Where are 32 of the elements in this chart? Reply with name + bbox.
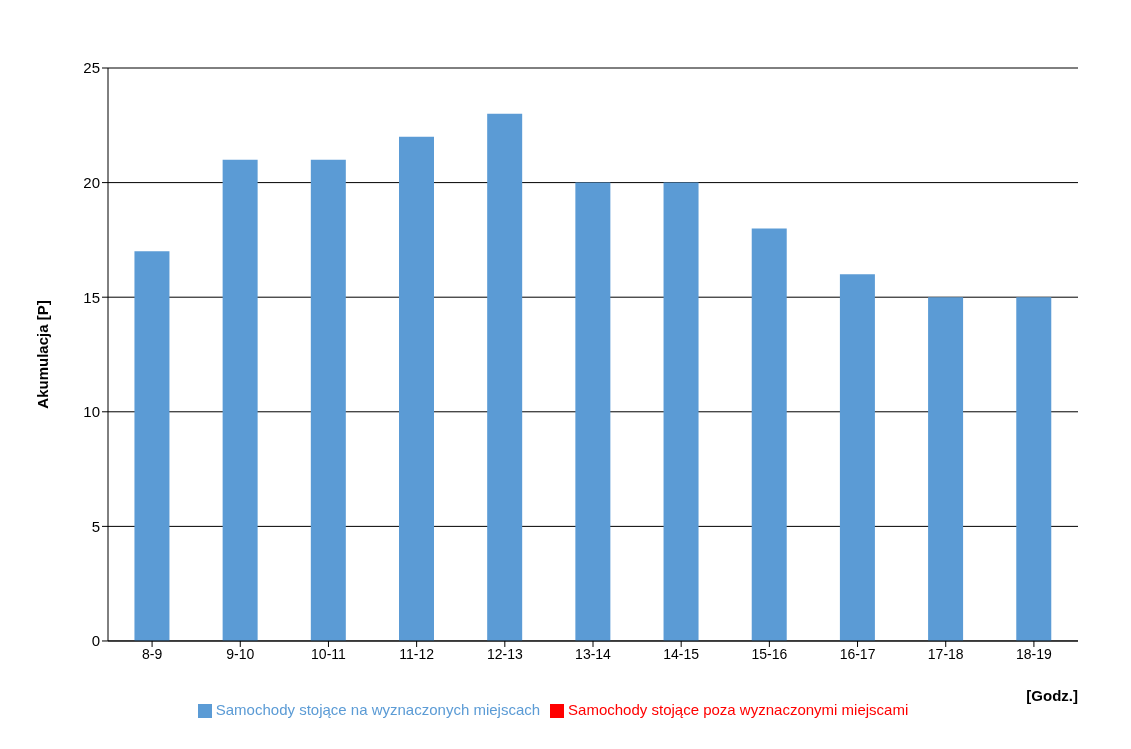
x-tick-label: 10-11 <box>311 645 347 662</box>
bar <box>839 274 875 641</box>
x-tick-label: 8-9 <box>141 645 163 662</box>
bar <box>310 159 346 641</box>
x-tick-label: 11-12 <box>399 645 435 662</box>
x-tick-label: 14-15 <box>663 645 700 662</box>
legend-label: Samochody stojące na wyznaczonych miejscach <box>215 700 541 718</box>
x-tick-label: 17-18 <box>927 645 964 662</box>
bar <box>663 182 699 641</box>
y-axis-title: Akumulacja [P] <box>34 300 52 409</box>
bar <box>399 136 434 641</box>
y-tick-label: 25 <box>83 59 100 77</box>
bar <box>928 297 964 641</box>
x-tick-label: 12-13 <box>486 645 523 662</box>
x-tick-label: 15-16 <box>751 645 788 662</box>
bar <box>487 113 523 641</box>
x-tick-label: 16-17 <box>839 645 876 662</box>
y-tick-label: 0 <box>91 632 100 650</box>
x-tick-label: 9-10 <box>226 645 255 662</box>
y-tick-label: 20 <box>83 173 100 191</box>
x-tick-label: 13-14 <box>575 645 612 662</box>
bar <box>751 228 787 641</box>
y-tick-label: 5 <box>91 517 100 535</box>
x-axis-title: [Godz.] <box>1026 686 1078 704</box>
bar <box>134 251 170 641</box>
y-tick-label: 15 <box>83 288 100 306</box>
legend-label: Samochody stojące poza wyznaczonymi miejscami <box>568 700 909 718</box>
bar <box>222 159 258 641</box>
bar <box>575 182 611 641</box>
x-tick-label: 18-19 <box>1016 645 1053 662</box>
bar <box>1016 297 1052 641</box>
y-tick-label: 10 <box>83 403 100 421</box>
